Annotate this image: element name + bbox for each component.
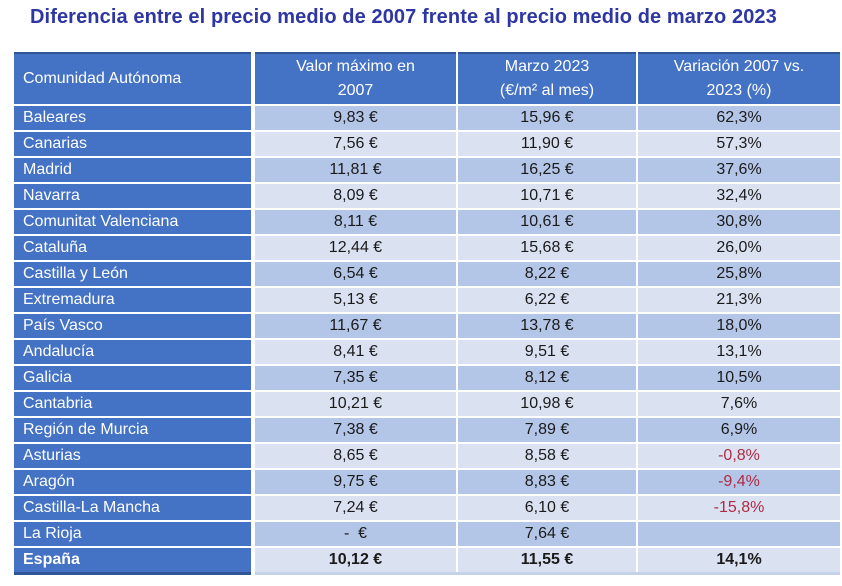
value-2007-cell: 7,24 € — [253, 495, 458, 522]
value-2023-cell: 8,83 € — [457, 469, 638, 496]
value-2023-cell: 15,68 € — [457, 235, 638, 262]
variation-cell: 21,3% — [637, 287, 840, 314]
value-2023-cell: 10,61 € — [457, 209, 638, 236]
value-2023-cell: 6,22 € — [457, 287, 638, 314]
value-2023-cell: 9,51 € — [457, 339, 638, 366]
row-label-cell: Aragón — [14, 469, 255, 496]
row-label-cell: Andalucía — [14, 339, 255, 366]
table-body: Baleares 9,83 €15,96 €62,3% Canarias 7,56 €… — [14, 105, 840, 575]
value-2023-cell: 6,10 € — [457, 495, 638, 522]
table-row: Galicia 7,35 €8,12 €10,5% — [14, 365, 840, 392]
table-row: Baleares 9,83 €15,96 €62,3% — [14, 105, 840, 132]
header-variacion: Variación 2007 vs. 2023 (%) — [637, 52, 840, 106]
variation-cell: 30,8% — [637, 209, 840, 236]
value-2023-cell: 7,89 € — [457, 417, 638, 444]
variation-cell: 6,9% — [637, 417, 840, 444]
table-row: Región de Murcia 7,38 €7,89 €6,9% — [14, 417, 840, 444]
table-row: Cantabria 10,21 €10,98 €7,6% — [14, 391, 840, 418]
variation-cell: 62,3% — [637, 105, 840, 132]
value-2007-cell: 8,09 € — [253, 183, 458, 210]
table-row: Castilla y León 6,54 €8,22 €25,8% — [14, 261, 840, 288]
row-label-cell: Canarias — [14, 131, 255, 158]
row-label-cell: Navarra — [14, 183, 255, 210]
value-2007-cell: 7,38 € — [253, 417, 458, 444]
variation-cell: 10,5% — [637, 365, 840, 392]
value-2023-cell: 15,96 € — [457, 105, 638, 132]
value-2023-cell: 11,90 € — [457, 131, 638, 158]
header-valor-2007: Valor máximo en 2007 — [253, 52, 458, 106]
row-label-cell: La Rioja — [14, 521, 255, 548]
row-label-cell: Madrid — [14, 157, 255, 184]
row-label-cell: Región de Murcia — [14, 417, 255, 444]
value-2007-cell: 8,41 € — [253, 339, 458, 366]
table-row: Aragón 9,75 €8,83 € -9,4% — [14, 469, 840, 496]
table-row: Castilla-La Mancha 7,24 €6,10 € -15,8% — [14, 495, 840, 522]
value-2007-cell: 10,21 € — [253, 391, 458, 418]
table-row: Asturias 8,65 €8,58 € -0,8% — [14, 443, 840, 470]
table-header: Comunidad Autónoma Valor máximo en 2007 … — [14, 52, 840, 106]
table-row: Navarra 8,09 €10,71 €32,4% — [14, 183, 840, 210]
table-row: España 10,12 €11,55 €14,1% — [14, 547, 840, 575]
variation-cell: 7,6% — [637, 391, 840, 418]
row-label-cell: País Vasco — [14, 313, 255, 340]
variation-cell: 57,3% — [637, 131, 840, 158]
value-2007-cell: - € — [253, 521, 458, 548]
variation-cell: 13,1% — [637, 339, 840, 366]
value-2023-cell: 11,55 € — [457, 547, 638, 575]
value-2023-cell: 16,25 € — [457, 157, 638, 184]
variation-cell: -15,8% — [637, 495, 840, 522]
header-row: Comunidad Autónoma Valor máximo en 2007 … — [14, 52, 840, 106]
variation-cell: 14,1% — [637, 547, 840, 575]
value-2007-cell: 12,44 € — [253, 235, 458, 262]
value-2007-cell: 9,83 € — [253, 105, 458, 132]
value-2007-cell: 6,54 € — [253, 261, 458, 288]
value-2007-cell: 8,11 € — [253, 209, 458, 236]
row-label-cell: Cataluña — [14, 235, 255, 262]
row-label-cell: Castilla-La Mancha — [14, 495, 255, 522]
row-label-cell: España — [14, 547, 255, 575]
value-2007-cell: 10,12 € — [253, 547, 458, 575]
page-title: Diferencia entre el precio medio de 2007… — [30, 6, 777, 28]
value-2007-cell: 9,75 € — [253, 469, 458, 496]
header-marzo-2023: Marzo 2023 (€/m² al mes) — [457, 52, 638, 106]
value-2007-cell: 7,56 € — [253, 131, 458, 158]
value-2023-cell: 10,71 € — [457, 183, 638, 210]
variation-cell: 26,0% — [637, 235, 840, 262]
row-label-cell: Extremadura — [14, 287, 255, 314]
value-2007-cell: 11,67 € — [253, 313, 458, 340]
table-row: Extremadura 5,13 €6,22 €21,3% — [14, 287, 840, 314]
value-2007-cell: 8,65 € — [253, 443, 458, 470]
value-2023-cell: 8,58 € — [457, 443, 638, 470]
value-2023-cell: 7,64 € — [457, 521, 638, 548]
table-row: País Vasco 11,67 €13,78 €18,0% — [14, 313, 840, 340]
table-row: Canarias 7,56 €11,90 €57,3% — [14, 131, 840, 158]
value-2023-cell: 10,98 € — [457, 391, 638, 418]
value-2023-cell: 8,22 € — [457, 261, 638, 288]
header-comunidad: Comunidad Autónoma — [14, 52, 255, 106]
row-label-cell: Galicia — [14, 365, 255, 392]
value-2007-cell: 11,81 € — [253, 157, 458, 184]
row-label-cell: Baleares — [14, 105, 255, 132]
variation-cell — [637, 521, 840, 548]
price-comparison-table: Comunidad Autónoma Valor máximo en 2007 … — [14, 52, 840, 575]
value-2007-cell: 5,13 € — [253, 287, 458, 314]
table-row: Cataluña 12,44 €15,68 €26,0% — [14, 235, 840, 262]
value-2023-cell: 13,78 € — [457, 313, 638, 340]
table-row: Madrid 11,81 €16,25 €37,6% — [14, 157, 840, 184]
row-label-cell: Comunitat Valenciana — [14, 209, 255, 236]
row-label-cell: Castilla y León — [14, 261, 255, 288]
value-2023-cell: 8,12 € — [457, 365, 638, 392]
variation-cell: -9,4% — [637, 469, 840, 496]
value-2007-cell: 7,35 € — [253, 365, 458, 392]
variation-cell: 32,4% — [637, 183, 840, 210]
table-row: La Rioja - €7,64 € — [14, 521, 840, 548]
table-row: Comunitat Valenciana 8,11 €10,61 €30,8% — [14, 209, 840, 236]
variation-cell: -0,8% — [637, 443, 840, 470]
row-label-cell: Asturias — [14, 443, 255, 470]
row-label-cell: Cantabria — [14, 391, 255, 418]
variation-cell: 18,0% — [637, 313, 840, 340]
table-row: Andalucía 8,41 €9,51 €13,1% — [14, 339, 840, 366]
variation-cell: 37,6% — [637, 157, 840, 184]
variation-cell: 25,8% — [637, 261, 840, 288]
